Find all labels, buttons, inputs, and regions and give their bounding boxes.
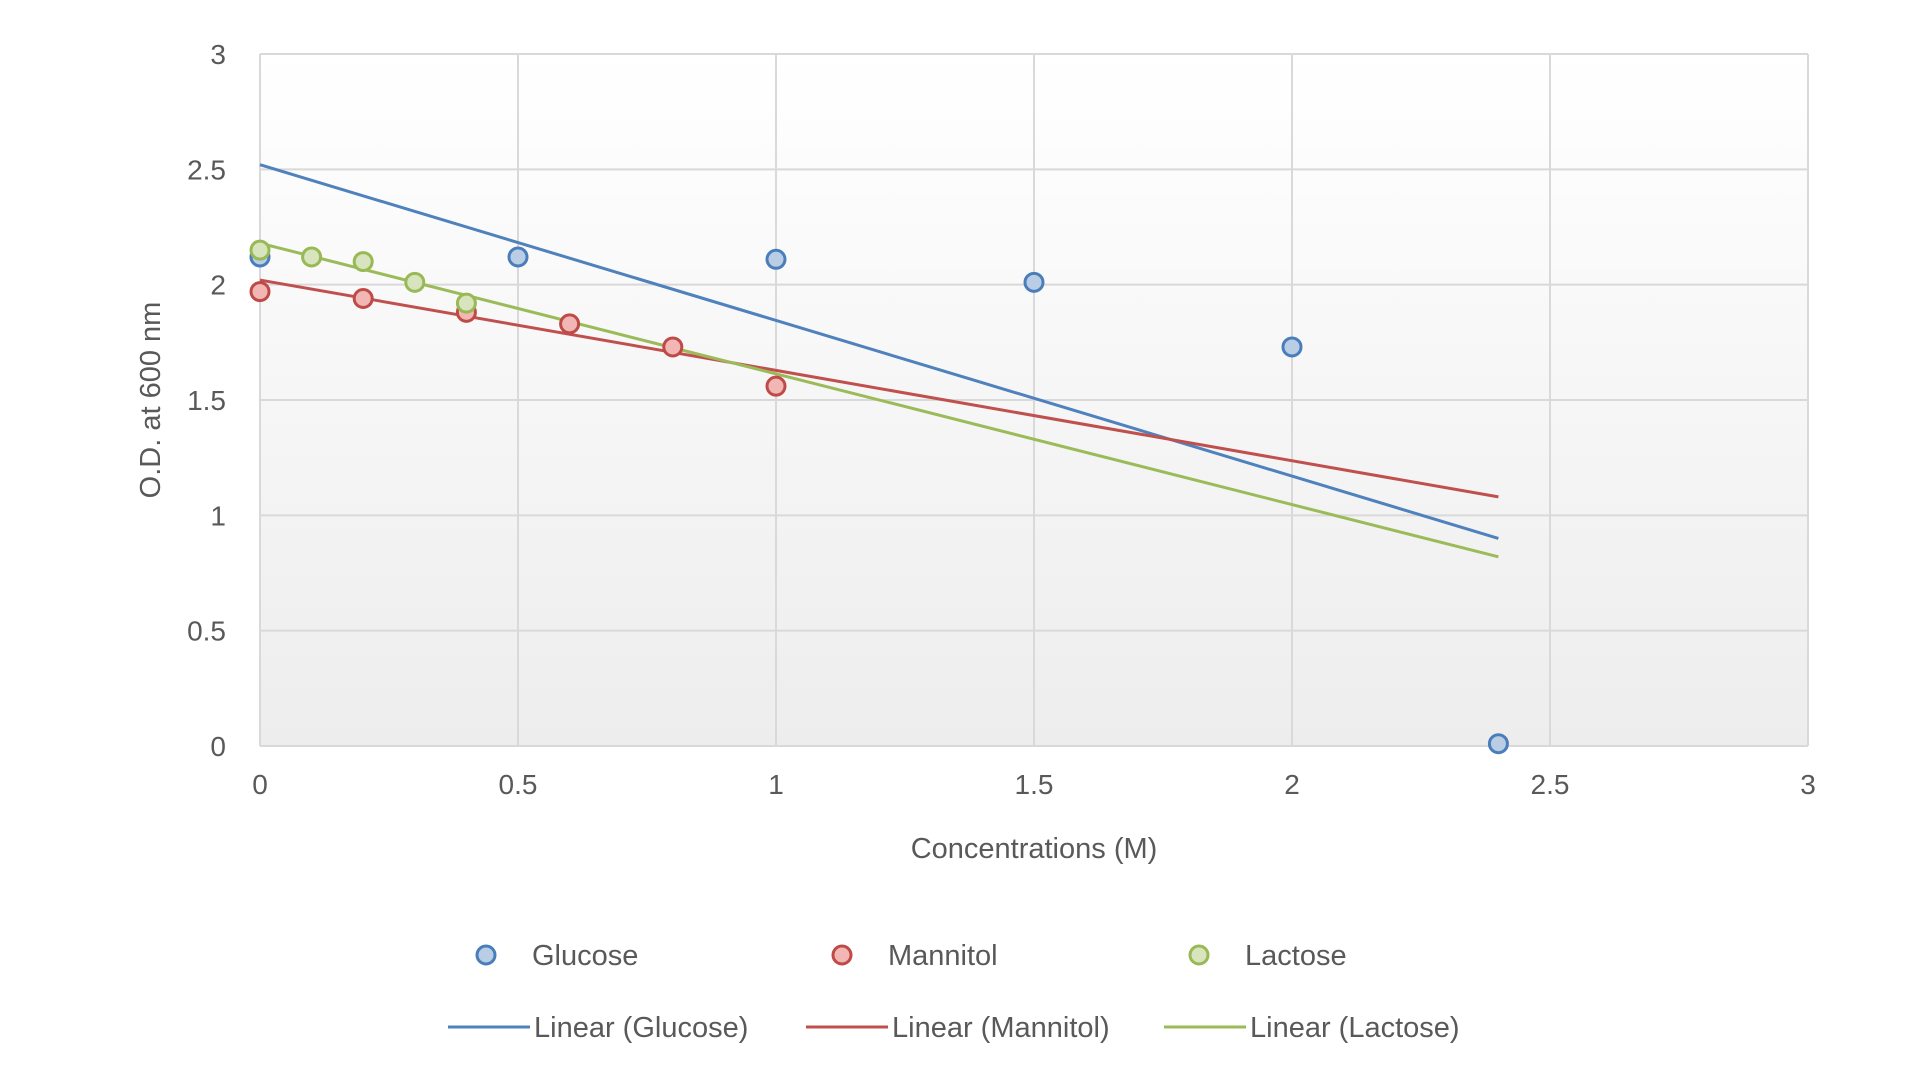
legend-label: Mannitol: [888, 940, 998, 972]
trendline: [259, 163, 1499, 540]
legend-marker: [1188, 944, 1210, 966]
x-tick-label: 1.5: [1015, 769, 1054, 800]
y-tick-label: 3: [210, 39, 226, 70]
x-axis-label: Concentrations (M): [911, 833, 1158, 865]
x-tick-label: 0: [252, 769, 268, 800]
x-tick-label: 2.5: [1531, 769, 1570, 800]
legend-label: Lactose: [1245, 940, 1347, 972]
data-point-glucose: [507, 246, 529, 268]
data-point-mannitol: [559, 313, 581, 335]
y-axis-label: O.D. at 600 nm: [135, 302, 167, 499]
y-tick-label: 1: [210, 500, 226, 531]
x-tick-label: 3: [1800, 769, 1816, 800]
data-point-lactose: [455, 292, 477, 314]
y-tick-label: 1.5: [187, 385, 226, 416]
grid-lines: [259, 53, 1809, 747]
data-point-mannitol: [352, 288, 374, 310]
tick-labels: 0 0.5 1 1.5 2 2.5 3 0 0.5 1 1.5 2 2.5 3: [187, 39, 1816, 800]
x-tick-label: 1: [768, 769, 784, 800]
legend-label: Linear (Glucose): [534, 1012, 748, 1044]
legend-label: Glucose: [532, 940, 638, 972]
data-points: [249, 239, 1509, 755]
y-tick-label: 2: [210, 270, 226, 301]
data-point-glucose: [765, 248, 787, 270]
data-point-glucose: [1487, 733, 1509, 755]
legend-label: Linear (Mannitol): [892, 1012, 1110, 1044]
x-tick-label: 2: [1284, 769, 1300, 800]
legend-label: Linear (Lactose): [1250, 1012, 1460, 1044]
x-tick-label: 0.5: [499, 769, 538, 800]
data-point-lactose: [249, 239, 271, 261]
data-point-glucose: [1281, 336, 1303, 358]
data-point-glucose: [1023, 271, 1045, 293]
data-point-mannitol: [662, 336, 684, 358]
legend: Glucose Mannitol Lactose Linear (Glucose) Li…: [448, 940, 1460, 1044]
data-point-mannitol: [765, 375, 787, 397]
data-point-lactose: [301, 246, 323, 268]
y-tick-label: 0.5: [187, 616, 226, 647]
data-point-mannitol: [249, 281, 271, 303]
data-point-lactose: [404, 271, 426, 293]
y-tick-label: 0: [210, 731, 226, 762]
y-tick-label: 2.5: [187, 154, 226, 185]
data-point-lactose: [352, 251, 374, 273]
legend-marker: [475, 944, 497, 966]
legend-marker: [831, 944, 853, 966]
